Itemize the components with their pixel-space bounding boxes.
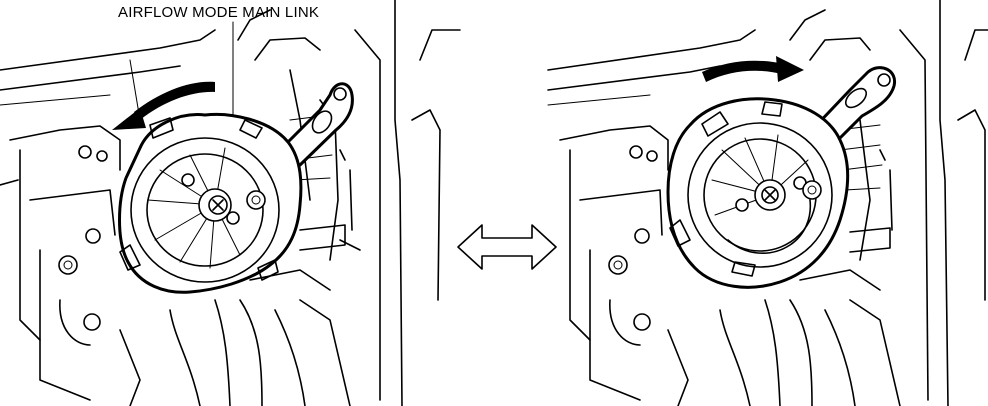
left-lower-link [299, 224, 346, 251]
airflow-mode-main-link-label: AIRFLOW MODE MAIN LINK [118, 4, 320, 21]
counterclockwise-rotation-arrow-icon [112, 81, 215, 130]
clockwise-rotation-arrow-icon [702, 56, 804, 82]
right-panel-illustration [547, 0, 988, 406]
right-housing-lines [547, 0, 988, 406]
right-lower-link [849, 227, 891, 253]
double-headed-arrow-icon [457, 224, 557, 270]
left-panel-illustration [0, 0, 461, 406]
left-airflow-mode-main-link [118, 112, 303, 294]
right-airflow-mode-main-link [666, 97, 849, 289]
